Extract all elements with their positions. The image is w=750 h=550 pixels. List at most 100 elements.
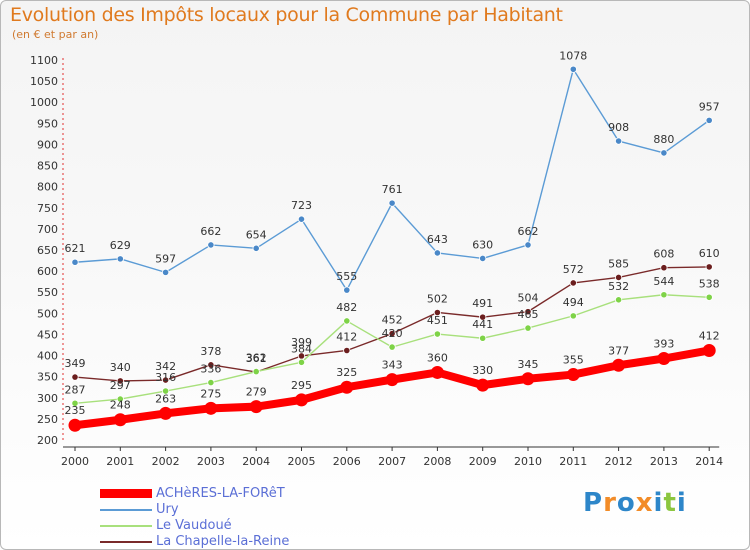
data-point: [71, 258, 79, 266]
data-label: 451: [427, 314, 448, 327]
x-tick-label: 2009: [469, 455, 497, 468]
data-label: 336: [200, 363, 221, 376]
data-label: 482: [336, 301, 357, 314]
series-le-vaudou-: 287 297 316 336 362 384 482 420 451 441 465 494 532 5…: [65, 275, 720, 407]
data-point: [705, 293, 713, 301]
data-label: 287: [65, 383, 86, 396]
data-label: 465: [518, 308, 539, 321]
data-point: [614, 296, 623, 304]
data-label: 377: [608, 344, 629, 357]
data-label: 532: [608, 280, 629, 293]
data-point: [207, 378, 215, 387]
data-point: [476, 378, 490, 392]
y-tick-label: 850: [37, 160, 58, 173]
x-tick-label: 2005: [288, 455, 316, 468]
chart-title: Evolution des Impôts locaux pour la Comm…: [10, 4, 563, 26]
y-tick-label: 650: [37, 244, 58, 257]
data-label: 412: [699, 329, 720, 342]
data-label: 393: [653, 338, 674, 351]
data-point: [614, 137, 623, 145]
y-tick-label: 300: [37, 392, 58, 405]
data-label: 585: [608, 257, 629, 270]
data-label: 1078: [559, 49, 587, 62]
data-point: [433, 249, 441, 257]
data-label: 538: [699, 277, 720, 290]
logo-letter: i: [653, 488, 664, 518]
logo-letter: x: [635, 488, 654, 518]
data-point: [71, 373, 79, 381]
data-label: 544: [653, 275, 674, 288]
data-label: 643: [427, 233, 448, 246]
y-tick-label: 700: [37, 223, 58, 236]
legend-label: ACHèRES-LA-FORêT: [156, 486, 285, 501]
data-point: [479, 313, 487, 321]
data-point: [343, 317, 351, 325]
y-tick-label: 550: [37, 286, 58, 299]
data-point: [430, 365, 444, 379]
data-point: [252, 367, 260, 376]
data-label: 555: [336, 270, 357, 283]
data-label: 662: [518, 225, 539, 238]
y-tick-label: 450: [37, 328, 58, 341]
data-label: 610: [699, 247, 720, 260]
data-label: 378: [200, 345, 221, 358]
data-point: [479, 334, 487, 342]
data-label: 399: [291, 336, 312, 349]
x-tick-label: 2002: [152, 455, 180, 468]
data-point: [116, 255, 124, 263]
data-label: 621: [65, 242, 86, 255]
logo-letter: r: [603, 488, 617, 518]
data-label: 723: [291, 199, 312, 212]
data-point: [295, 393, 308, 407]
y-tick-label: 250: [37, 413, 58, 426]
data-point: [524, 324, 532, 332]
data-label: 316: [155, 371, 176, 384]
data-point: [433, 308, 441, 317]
data-label: 491: [472, 297, 493, 310]
data-point: [702, 343, 716, 357]
data-label: 362: [246, 352, 267, 365]
data-point: [297, 358, 306, 366]
data-label: 629: [110, 239, 131, 252]
data-label: 235: [65, 404, 86, 417]
y-tick-label: 200: [37, 434, 58, 447]
y-tick-label: 500: [37, 307, 58, 320]
data-label: 275: [200, 387, 221, 400]
data-label: 263: [155, 392, 176, 405]
data-point: [162, 376, 170, 384]
series-la-chapelle-la-reine: 349 340 342 378 361 399 412 452 502 491 504 572 585 6…: [65, 247, 720, 385]
data-label: 412: [336, 330, 357, 343]
x-tick-label: 2012: [605, 455, 633, 468]
x-tick-label: 2007: [378, 455, 406, 468]
data-label: 630: [472, 238, 493, 251]
x-tick-label: 2008: [423, 455, 451, 468]
data-point: [116, 377, 124, 385]
data-point: [252, 244, 260, 252]
data-point: [204, 401, 218, 415]
y-tick-label: 900: [37, 138, 58, 151]
x-tick-label: 2000: [61, 455, 89, 468]
logo-letter: o: [616, 488, 636, 518]
data-point: [388, 343, 396, 351]
y-tick-label: 600: [37, 265, 58, 278]
data-point: [116, 395, 124, 403]
x-tick-label: 2011: [559, 455, 587, 468]
data-point: [569, 312, 577, 320]
data-label: 597: [155, 252, 176, 265]
data-point: [521, 372, 535, 386]
data-label: 957: [699, 100, 720, 113]
data-point: [433, 330, 441, 338]
legend-label: La Chapelle-la-Reine: [156, 534, 290, 549]
data-point: [343, 346, 351, 355]
legend-swatch: [100, 489, 152, 498]
data-label: 452: [382, 314, 403, 327]
x-tick-label: 2004: [242, 455, 270, 468]
data-label: 355: [563, 354, 584, 367]
y-tick-label: 750: [37, 202, 58, 215]
data-label: 504: [518, 292, 539, 305]
data-label: 420: [382, 327, 403, 340]
data-point: [207, 241, 215, 249]
data-point: [705, 116, 713, 124]
x-tick-label: 2014: [695, 455, 723, 468]
data-label: 608: [653, 248, 674, 261]
